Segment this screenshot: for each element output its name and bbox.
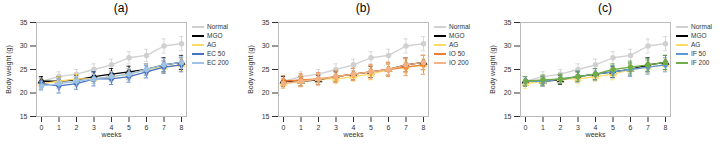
svg-text:4: 4 — [351, 124, 356, 132]
svg-text:35: 35 — [504, 19, 512, 26]
svg-text:2: 2 — [317, 124, 321, 131]
svg-text:0: 0 — [40, 124, 44, 131]
svg-text:15: 15 — [504, 113, 512, 120]
svg-text:3: 3 — [334, 124, 338, 131]
svg-text:20: 20 — [504, 89, 512, 96]
svg-text:7: 7 — [646, 124, 650, 131]
svg-text:7: 7 — [404, 124, 408, 131]
svg-text:30: 30 — [20, 42, 28, 49]
svg-text:7: 7 — [162, 124, 166, 131]
svg-text:35: 35 — [262, 19, 270, 26]
svg-text:25: 25 — [504, 66, 512, 73]
svg-text:5: 5 — [127, 124, 131, 131]
svg-text:5: 5 — [611, 124, 615, 131]
svg-text:25: 25 — [262, 66, 270, 73]
svg-text:3: 3 — [92, 124, 96, 131]
svg-text:8: 8 — [422, 124, 426, 131]
svg-text:Body weight (g): Body weight (g) — [5, 45, 13, 94]
html-text:EC 50: EC 50 — [207, 50, 226, 57]
svg-text:2: 2 — [559, 124, 563, 131]
svg-text:35: 35 — [20, 19, 28, 26]
svg-text:6: 6 — [629, 124, 633, 131]
html-text:AG: AG — [207, 41, 217, 48]
html-text:AG: AG — [691, 41, 701, 48]
svg-text:1: 1 — [541, 124, 545, 131]
svg-text:0: 0 — [524, 124, 528, 131]
svg-text:8: 8 — [664, 124, 668, 131]
svg-text:5: 5 — [369, 124, 373, 131]
svg-text:4: 4 — [109, 124, 114, 132]
svg-text:Body weight (g): Body weight (g) — [247, 45, 255, 94]
svg-text:weeks: weeks — [101, 131, 122, 138]
html-text:Normal: Normal — [691, 23, 712, 30]
svg-text:3: 3 — [576, 124, 580, 131]
html-text:EC 200: EC 200 — [207, 59, 229, 66]
html-text:(a): (a) — [113, 1, 129, 15]
svg-text:1: 1 — [299, 124, 303, 131]
svg-text:1: 1 — [57, 124, 61, 131]
svg-text:Body weight (g): Body weight (g) — [489, 45, 497, 94]
svg-text:4: 4 — [593, 124, 598, 132]
html-text:MGO: MGO — [207, 32, 223, 39]
html-text:Normal: Normal — [207, 23, 228, 30]
html-text:Normal: Normal — [449, 23, 470, 30]
svg-text:0: 0 — [282, 124, 286, 131]
html-text:IO 200: IO 200 — [449, 59, 469, 66]
html-text:IF 50: IF 50 — [691, 50, 706, 57]
html-text:IO 50: IO 50 — [449, 50, 465, 57]
svg-text:8: 8 — [180, 124, 184, 131]
svg-text:weeks: weeks — [585, 131, 606, 138]
svg-text:15: 15 — [20, 113, 28, 120]
svg-text:20: 20 — [20, 89, 28, 96]
svg-text:30: 30 — [262, 42, 270, 49]
svg-text:25: 25 — [20, 66, 28, 73]
svg-text:30: 30 — [504, 42, 512, 49]
svg-text:2: 2 — [75, 124, 79, 131]
html-text:MGO: MGO — [449, 32, 465, 39]
svg-text:6: 6 — [387, 124, 391, 131]
svg-text:15: 15 — [262, 113, 270, 120]
html-text:IF 200: IF 200 — [691, 59, 710, 66]
html-text:AG: AG — [449, 41, 459, 48]
html-text:MGO: MGO — [691, 32, 707, 39]
svg-text:6: 6 — [145, 124, 149, 131]
html-text:(b): (b) — [355, 1, 371, 15]
html-text:(c): (c) — [598, 1, 612, 15]
svg-text:20: 20 — [262, 89, 270, 96]
svg-text:weeks: weeks — [343, 131, 364, 138]
